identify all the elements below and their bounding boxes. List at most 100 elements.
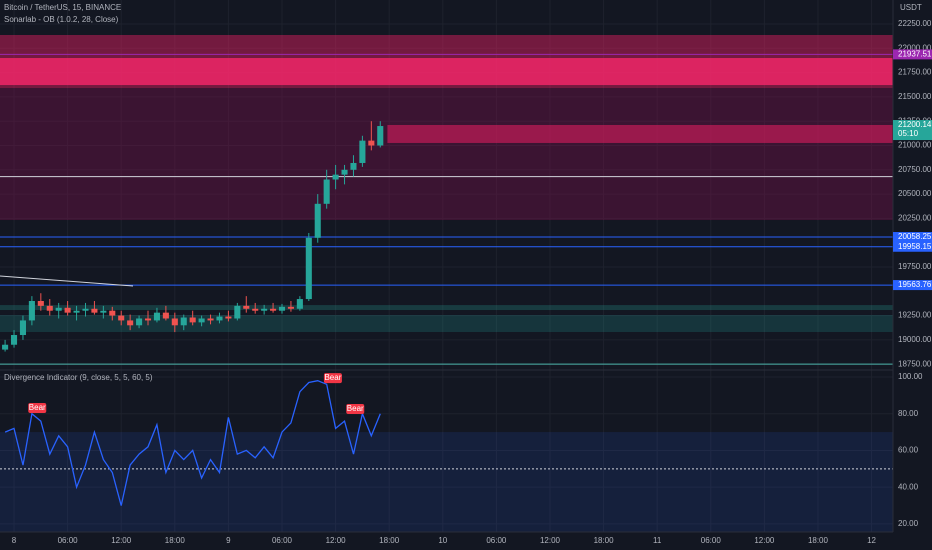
candle-body	[136, 318, 143, 326]
x-tick-label: 9	[226, 536, 231, 545]
x-tick-label: 11	[653, 536, 662, 545]
price-badge	[893, 280, 932, 291]
y-tick-label: 19250.00	[898, 311, 932, 320]
candle-body	[252, 308, 259, 311]
candle-body	[28, 300, 35, 321]
annotation-box	[28, 403, 47, 414]
candle-body	[287, 306, 294, 309]
price-badge-label: 19563.76	[898, 280, 932, 289]
candle-body	[377, 126, 384, 146]
y-tick-label: 100.00	[898, 372, 923, 381]
candle-body	[314, 203, 321, 238]
candle-body	[278, 306, 286, 311]
candle-body	[82, 308, 89, 311]
x-tick-label: 06:00	[701, 536, 722, 545]
x-tick-label: 12:00	[111, 536, 132, 545]
x-tick-label: 18:00	[379, 536, 400, 545]
x-tick-label: 06:00	[486, 536, 507, 545]
candle-body	[171, 318, 178, 326]
y-tick-label: 21500.00	[898, 92, 932, 101]
candle-body	[55, 307, 62, 311]
price-axis-panel	[893, 0, 932, 550]
candle-body	[216, 316, 223, 321]
order-block	[387, 124, 893, 143]
y-tick-label: 21750.00	[898, 68, 932, 77]
annotation-label: Bear	[29, 403, 46, 412]
candle-body	[225, 316, 232, 319]
candle-body	[261, 308, 268, 311]
indicator-line	[4, 380, 381, 506]
candle-body	[207, 318, 214, 321]
price-badge-label: 20058.25	[898, 232, 932, 241]
x-tick-label: 12:00	[540, 536, 561, 545]
last-price-label: 21200.14	[898, 120, 932, 129]
y-tick-label: 20500.00	[898, 189, 932, 198]
y-tick-label: 20250.00	[898, 213, 932, 222]
annotation-label: Bear	[347, 404, 364, 413]
candle-body	[296, 299, 303, 309]
order-block	[0, 58, 893, 86]
candle-body	[153, 312, 160, 321]
candle-body	[37, 300, 44, 306]
chart-title: Bitcoin / TetherUS, 15, BINANCE	[4, 3, 121, 12]
candle-body	[368, 140, 375, 146]
y-tick-label: 18750.00	[898, 359, 932, 368]
candle-body	[180, 317, 187, 326]
candle-body	[73, 310, 80, 313]
candle-body	[2, 344, 9, 350]
x-tick-label: 12	[867, 536, 876, 545]
candle-body	[189, 317, 196, 323]
candle-body	[144, 318, 152, 321]
x-tick-label: 18:00	[808, 536, 829, 545]
x-tick-label: 18:00	[594, 536, 615, 545]
y-tick-label: 80.00	[898, 409, 919, 418]
countdown-label: 05:10	[898, 129, 919, 138]
candle-body	[109, 310, 116, 316]
y-tick-label: 19750.00	[898, 262, 932, 271]
candle-body	[243, 305, 250, 309]
annotation-box	[323, 373, 342, 384]
x-tick-label: 06:00	[58, 536, 79, 545]
x-tick-label: 18:00	[165, 536, 186, 545]
x-tick-label: 06:00	[272, 536, 293, 545]
price-badge	[893, 49, 932, 60]
annotation-label: Bear	[324, 373, 341, 382]
axis-unit: USDT	[900, 3, 922, 12]
candle-body	[198, 318, 205, 323]
candle-body	[10, 335, 18, 345]
x-tick-label: 10	[438, 536, 447, 545]
order-block	[0, 305, 893, 311]
price-badge	[893, 232, 932, 243]
x-tick-label: 12:00	[326, 536, 347, 545]
y-tick-label: 22250.00	[898, 19, 932, 28]
price-badge	[893, 241, 932, 252]
axes: 8 06:00 12:00 18:00 9 06:00 12:00 18:00 10 06:00 1…	[12, 19, 932, 545]
y-tick-label: 21000.00	[898, 141, 932, 150]
candle-body	[19, 320, 26, 336]
candle-body	[100, 310, 107, 313]
candle-body	[46, 305, 53, 311]
candle-body	[341, 169, 348, 175]
y-tick-label: 60.00	[898, 446, 919, 455]
candle-body	[234, 305, 241, 319]
y-tick-label: 20750.00	[898, 165, 932, 174]
candle-body	[350, 162, 357, 170]
y-tick-label: 20.00	[898, 519, 919, 528]
y-tick-label: 19000.00	[898, 335, 932, 344]
plot: Bear Bear Bear	[0, 34, 893, 532]
candle-body	[64, 307, 71, 313]
indicator-title: Sonarlab - OB (1.0.2, 28, Close)	[4, 15, 119, 24]
price-badge-label: 19958.15	[898, 242, 932, 251]
last-price-badge	[893, 120, 932, 141]
candle-body	[270, 308, 277, 311]
indicator-title: Divergence Indicator (9, close, 5, 5, 60…	[4, 373, 153, 382]
y-tick-label: 22000.00	[898, 43, 932, 52]
candle-body	[127, 320, 134, 326]
candle-body	[323, 179, 330, 204]
x-tick-label: 12:00	[754, 536, 775, 545]
x-tick-label: 8	[12, 536, 17, 545]
annotation-box	[346, 403, 365, 414]
indicator-band	[0, 432, 893, 532]
candle-body	[162, 312, 169, 319]
